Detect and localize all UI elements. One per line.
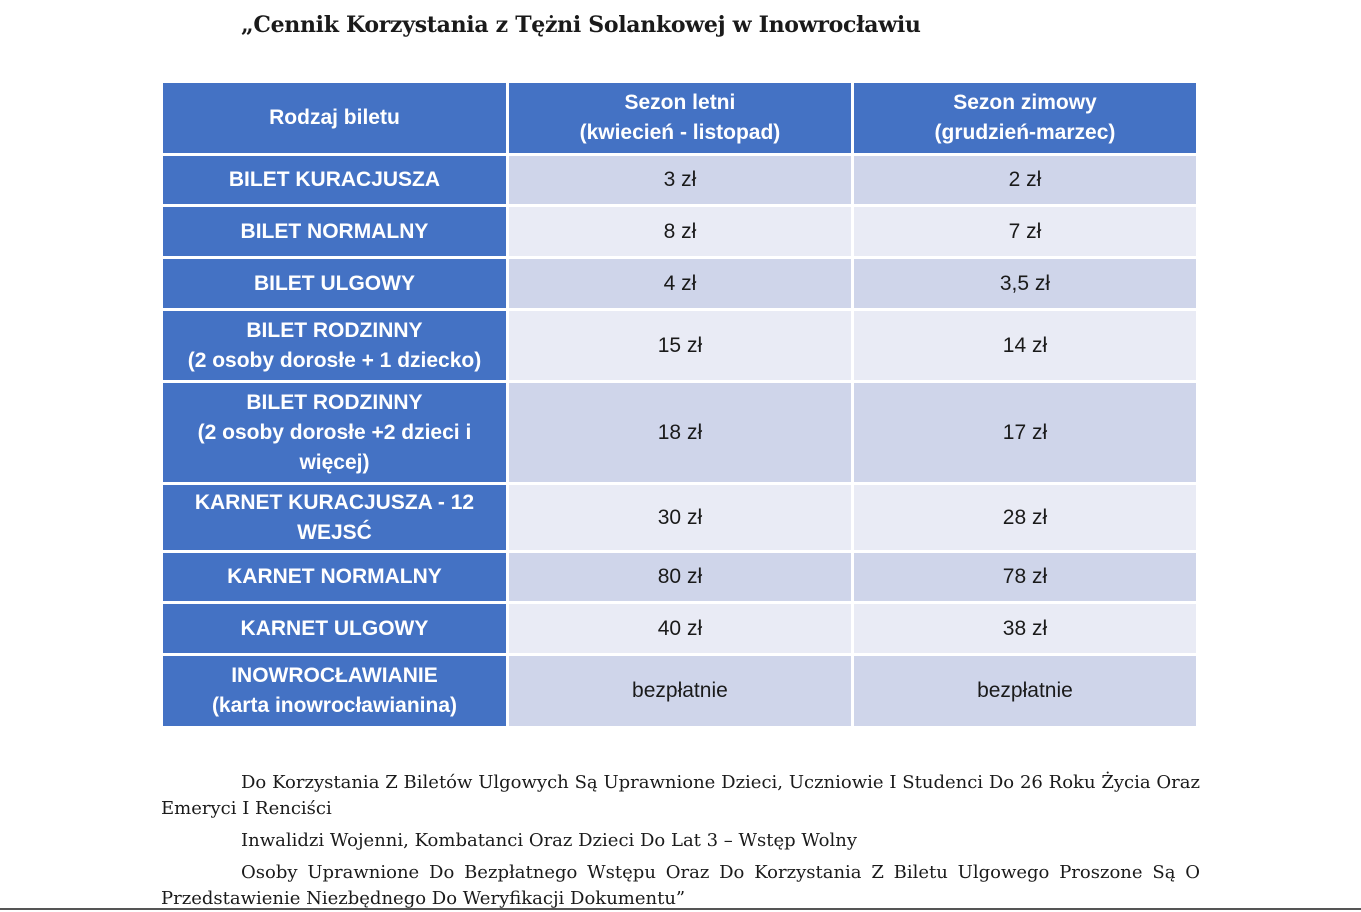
- note-documents: Osoby Uprawnione Do Bezpłatnego Wstępu O…: [161, 862, 1200, 909]
- table-row: BILET RODZINNY (2 osoby dorosłe +2 dziec…: [163, 383, 1196, 482]
- page-title: „Cennik Korzystania z Tężni Solankowej w…: [241, 12, 921, 38]
- summer-price-cell: 40 zł: [508, 604, 851, 653]
- winter-price-cell: 2 zł: [853, 156, 1196, 204]
- winter-price-cell: 28 zł: [853, 485, 1196, 550]
- ticket-type-cell: BILET RODZINNY (2 osoby dorosłe +2 dziec…: [163, 383, 506, 482]
- winter-price-cell: 7 zł: [853, 207, 1196, 256]
- header-ticket-type: Rodzaj biletu: [163, 83, 506, 153]
- table-row: BILET ULGOWY 4 zł 3,5 zł: [163, 259, 1196, 308]
- summer-price-cell: 8 zł: [508, 207, 851, 256]
- note-reduced-tickets: Do Korzystania Z Biletów Ulgowych Są Upr…: [161, 772, 1200, 819]
- summer-price-cell: 18 zł: [508, 383, 851, 482]
- ticket-type-cell: BILET NORMALNY: [163, 207, 506, 256]
- table-row: KARNET KURACJUSZA - 12 WEJSĆ 30 zł 28 zł: [163, 485, 1196, 550]
- winter-price-cell: bezpłatnie: [853, 656, 1196, 726]
- ticket-type-cell: INOWROCŁAWIANIE (karta inowrocławianina): [163, 656, 506, 726]
- summer-price-cell: 80 zł: [508, 553, 851, 601]
- summer-price-cell: 15 zł: [508, 311, 851, 380]
- table-row: KARNET NORMALNY 80 zł 78 zł: [163, 553, 1196, 601]
- winter-price-cell: 78 zł: [853, 553, 1196, 601]
- header-summer-season: Sezon letni (kwiecień - listopad): [508, 83, 851, 153]
- ticket-type-cell: BILET KURACJUSZA: [163, 156, 506, 204]
- ticket-type-cell: KARNET KURACJUSZA - 12 WEJSĆ: [163, 485, 506, 550]
- table-row: BILET KURACJUSZA 3 zł 2 zł: [163, 156, 1196, 204]
- winter-price-cell: 3,5 zł: [853, 259, 1196, 308]
- ticket-type-cell: BILET ULGOWY: [163, 259, 506, 308]
- note-free-entry: Inwalidzi Wojenni, Kombatanci Oraz Dziec…: [241, 830, 858, 851]
- table-row: INOWROCŁAWIANIE (karta inowrocławianina)…: [163, 656, 1196, 726]
- ticket-type-cell: KARNET NORMALNY: [163, 553, 506, 601]
- notes-section: Do Korzystania Z Biletów Ulgowych Są Upr…: [161, 770, 1200, 912]
- summer-price-cell: 3 zł: [508, 156, 851, 204]
- price-table: Rodzaj biletu Sezon letni (kwiecień - li…: [160, 80, 1199, 729]
- table-header-row: Rodzaj biletu Sezon letni (kwiecień - li…: [163, 83, 1196, 153]
- header-winter-season: Sezon zimowy (grudzień-marzec): [853, 83, 1196, 153]
- summer-price-cell: 30 zł: [508, 485, 851, 550]
- table-row: BILET NORMALNY 8 zł 7 zł: [163, 207, 1196, 256]
- ticket-type-cell: BILET RODZINNY (2 osoby dorosłe + 1 dzie…: [163, 311, 506, 380]
- page-divider: [0, 908, 1361, 910]
- table-row: KARNET ULGOWY 40 zł 38 zł: [163, 604, 1196, 653]
- summer-price-cell: 4 zł: [508, 259, 851, 308]
- ticket-type-cell: KARNET ULGOWY: [163, 604, 506, 653]
- summer-price-cell: bezpłatnie: [508, 656, 851, 726]
- winter-price-cell: 14 zł: [853, 311, 1196, 380]
- table-row: BILET RODZINNY (2 osoby dorosłe + 1 dzie…: [163, 311, 1196, 380]
- winter-price-cell: 38 zł: [853, 604, 1196, 653]
- winter-price-cell: 17 zł: [853, 383, 1196, 482]
